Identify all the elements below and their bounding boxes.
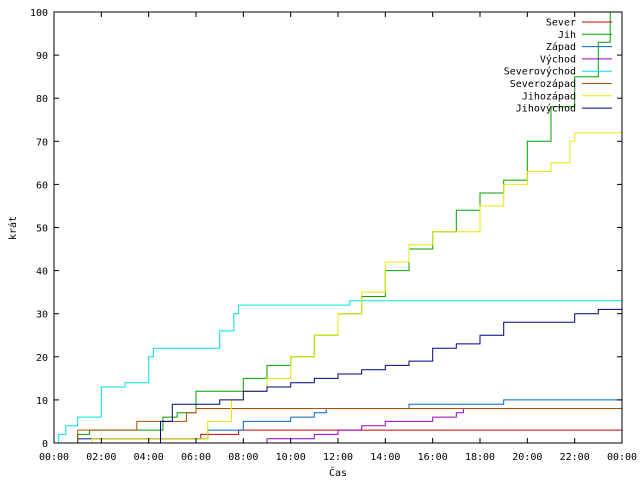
x-axis-label: Čas bbox=[329, 466, 347, 479]
y-tick-label: 30 bbox=[36, 310, 48, 321]
x-tick-label: 20:00 bbox=[512, 452, 542, 463]
x-tick-label: 18:00 bbox=[465, 452, 495, 463]
x-tick-label: 16:00 bbox=[418, 452, 448, 463]
series-line-7 bbox=[54, 308, 623, 444]
x-tick-label: 10:00 bbox=[276, 452, 306, 463]
legend-label: Severovýchod bbox=[504, 66, 576, 78]
y-tick-label: 20 bbox=[36, 353, 48, 364]
x-tick-label: 00:00 bbox=[607, 452, 637, 463]
series-line-4 bbox=[54, 300, 622, 444]
x-tick-label: 04:00 bbox=[134, 452, 164, 463]
legend-label: Sever bbox=[546, 18, 576, 29]
y-tick-label: 40 bbox=[36, 267, 48, 278]
y-tick-label: 60 bbox=[36, 180, 48, 191]
legend-label: Severozápad bbox=[510, 78, 576, 90]
x-tick-label: 12:00 bbox=[323, 452, 353, 463]
legend-label: Jih bbox=[558, 30, 576, 41]
series-line-6 bbox=[54, 132, 622, 444]
legend-label: Jihozápad bbox=[522, 90, 576, 102]
y-tick-label: 80 bbox=[36, 94, 48, 105]
x-tick-label: 06:00 bbox=[181, 452, 211, 463]
y-tick-label: 90 bbox=[36, 51, 48, 62]
y-tick-label: 70 bbox=[36, 137, 48, 148]
legend-label: Jihovýchod bbox=[516, 103, 576, 115]
legend: SeverJihZápadVýchodSeverovýchodSeverozáp… bbox=[504, 18, 612, 115]
ticks-layer: 0 10 20 30 40 50 60 70 80 90 100 00:00 02:00 04:00 06:… bbox=[30, 8, 637, 463]
x-tick-label: 22:00 bbox=[560, 452, 590, 463]
x-tick-label: 08:00 bbox=[228, 452, 258, 463]
y-tick-label: 0 bbox=[42, 439, 48, 450]
x-tick-label: 02:00 bbox=[86, 452, 116, 463]
y-tick-label: 10 bbox=[36, 396, 48, 407]
y-tick-label: 100 bbox=[30, 8, 48, 19]
x-tick-label: 14:00 bbox=[370, 452, 400, 463]
series-line-5 bbox=[54, 408, 622, 444]
legend-label: Východ bbox=[540, 53, 576, 65]
y-axis-label: krát bbox=[7, 216, 19, 240]
legend-label: Západ bbox=[546, 41, 576, 53]
y-tick-label: 50 bbox=[36, 224, 48, 235]
x-tick-label: 00:00 bbox=[39, 452, 69, 463]
